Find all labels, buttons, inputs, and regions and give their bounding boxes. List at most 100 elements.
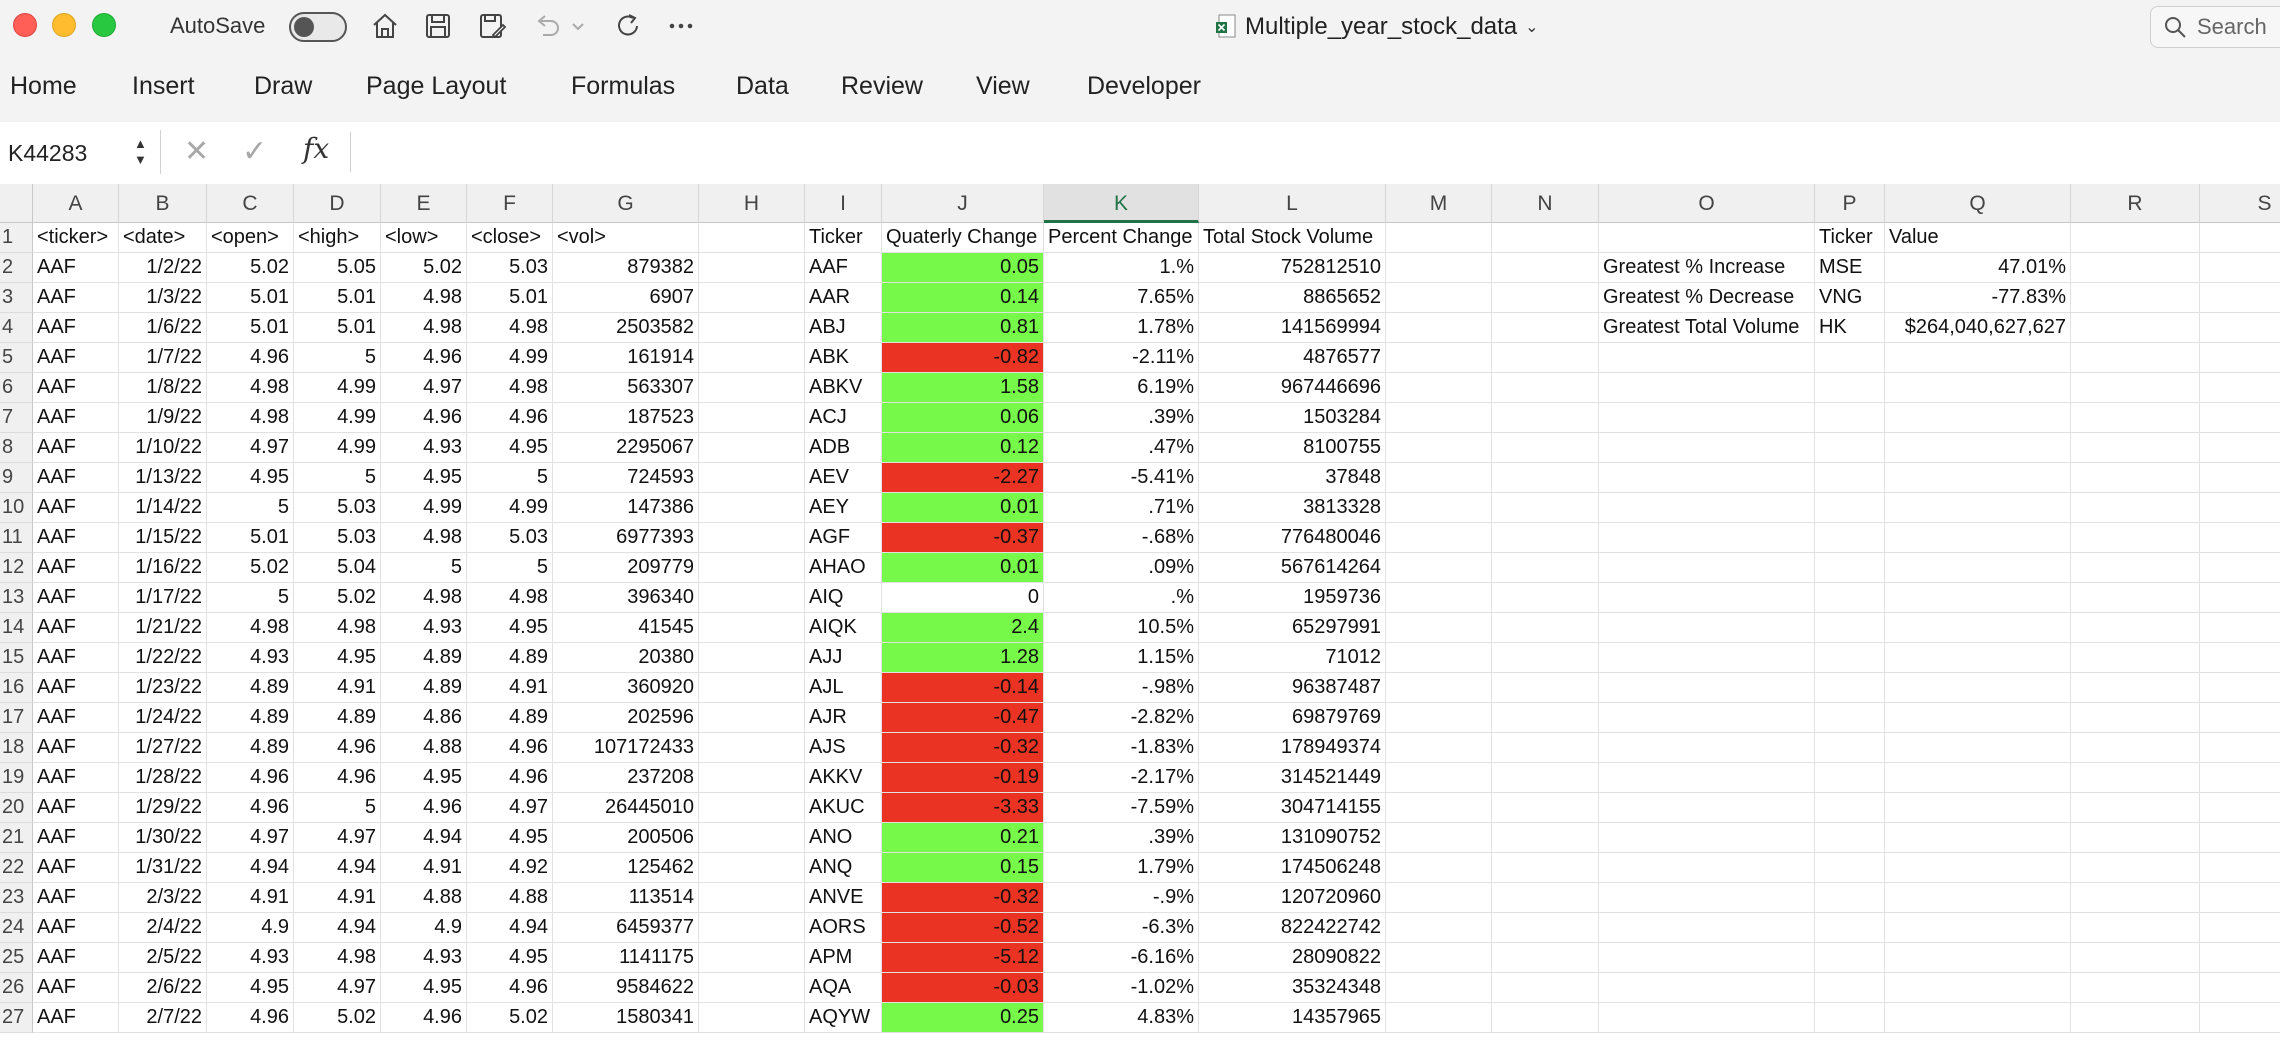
grid-cell[interactable] — [2071, 913, 2200, 943]
grid-cell[interactable] — [2071, 943, 2200, 973]
cell-c8[interactable]: 4.97 — [207, 433, 294, 463]
cell-k22[interactable]: 1.79% — [1044, 853, 1199, 883]
cell-q3[interactable]: -77.83% — [1885, 283, 2071, 313]
grid-cell[interactable] — [1885, 913, 2071, 943]
cell-g12[interactable]: 209779 — [553, 553, 699, 583]
cell-i21[interactable]: ANO — [805, 823, 882, 853]
grid-cell[interactable] — [1492, 973, 1599, 1003]
grid-cell[interactable] — [2200, 523, 2280, 553]
grid-cell[interactable] — [1815, 433, 1885, 463]
grid-cell[interactable] — [1599, 403, 1815, 433]
cell-a14[interactable]: AAF — [33, 613, 119, 643]
cell-g18[interactable]: 107172433 — [553, 733, 699, 763]
cell-i27[interactable]: AQYW — [805, 1003, 882, 1033]
grid-cell[interactable] — [1492, 343, 1599, 373]
cell-j7[interactable]: 0.06 — [882, 403, 1044, 433]
grid-cell[interactable] — [1599, 763, 1815, 793]
cell-f5[interactable]: 4.99 — [467, 343, 553, 373]
cell-b24[interactable]: 2/4/22 — [119, 913, 207, 943]
cell-j4[interactable]: 0.81 — [882, 313, 1044, 343]
cell-a12[interactable]: AAF — [33, 553, 119, 583]
spreadsheet-grid[interactable]: A B C D E F G H I J K L M N O P Q R S 1 2 3 4 5 6 7 8 9 10 11 12 13 14 15… — [0, 184, 2280, 1042]
cell-d11[interactable]: 5.03 — [294, 523, 381, 553]
grid-cell[interactable] — [1885, 763, 2071, 793]
cell-l5[interactable]: 4876577 — [1199, 343, 1386, 373]
cell-k6[interactable]: 6.19% — [1044, 373, 1199, 403]
grid-cell[interactable] — [1885, 493, 2071, 523]
grid-cell[interactable] — [1599, 373, 1815, 403]
grid-cell[interactable] — [699, 883, 805, 913]
insert-function-icon[interactable]: fx — [303, 132, 330, 165]
cell-a25[interactable]: AAF — [33, 943, 119, 973]
cell-f24[interactable]: 4.94 — [467, 913, 553, 943]
grid-cell[interactable] — [1815, 673, 1885, 703]
grid-cell[interactable] — [699, 733, 805, 763]
grid-cell[interactable] — [1386, 223, 1492, 253]
grid-cell[interactable] — [1386, 583, 1492, 613]
cell-e19[interactable]: 4.95 — [381, 763, 467, 793]
cell-l23[interactable]: 120720960 — [1199, 883, 1386, 913]
cell-c4[interactable]: 5.01 — [207, 313, 294, 343]
column-header-c[interactable]: C — [207, 184, 294, 223]
grid-cell[interactable] — [1492, 763, 1599, 793]
cell-l8[interactable]: 8100755 — [1199, 433, 1386, 463]
cell-e20[interactable]: 4.96 — [381, 793, 467, 823]
cell-a7[interactable]: AAF — [33, 403, 119, 433]
cell-b21[interactable]: 1/30/22 — [119, 823, 207, 853]
grid-cell[interactable] — [1599, 673, 1815, 703]
cell-a20[interactable]: AAF — [33, 793, 119, 823]
cell-a17[interactable]: AAF — [33, 703, 119, 733]
column-header-q[interactable]: Q — [1885, 184, 2071, 223]
grid-cell[interactable] — [2200, 433, 2280, 463]
cell-e10[interactable]: 4.99 — [381, 493, 467, 523]
grid-cell[interactable] — [1599, 433, 1815, 463]
grid-cell[interactable] — [1815, 493, 1885, 523]
grid-cell[interactable] — [699, 313, 805, 343]
column-header-a[interactable]: A — [33, 184, 119, 223]
grid-cell[interactable] — [2071, 283, 2200, 313]
cell-q1[interactable]: Value — [1885, 223, 2071, 253]
cell-d18[interactable]: 4.96 — [294, 733, 381, 763]
cell-e24[interactable]: 4.9 — [381, 913, 467, 943]
cell-e5[interactable]: 4.96 — [381, 343, 467, 373]
cell-g3[interactable]: 6907 — [553, 283, 699, 313]
row-header-1[interactable]: 1 — [0, 223, 33, 253]
cell-c26[interactable]: 4.95 — [207, 973, 294, 1003]
cell-f2[interactable]: 5.03 — [467, 253, 553, 283]
cell-g17[interactable]: 202596 — [553, 703, 699, 733]
cell-c7[interactable]: 4.98 — [207, 403, 294, 433]
grid-cell[interactable] — [699, 583, 805, 613]
grid-cell[interactable] — [699, 943, 805, 973]
cell-j6[interactable]: 1.58 — [882, 373, 1044, 403]
grid-cell[interactable] — [1599, 223, 1815, 253]
cell-l13[interactable]: 1959736 — [1199, 583, 1386, 613]
cell-a3[interactable]: AAF — [33, 283, 119, 313]
cell-p1[interactable]: Ticker — [1815, 223, 1885, 253]
cell-f14[interactable]: 4.95 — [467, 613, 553, 643]
row-header-9[interactable]: 9 — [0, 463, 33, 493]
grid-cell[interactable] — [2071, 793, 2200, 823]
grid-cell[interactable] — [1885, 703, 2071, 733]
row-header-2[interactable]: 2 — [0, 253, 33, 283]
cell-b3[interactable]: 1/3/22 — [119, 283, 207, 313]
close-window-button[interactable] — [13, 13, 37, 37]
grid-cell[interactable] — [1815, 733, 1885, 763]
grid-cell[interactable] — [699, 1003, 805, 1033]
cell-d23[interactable]: 4.91 — [294, 883, 381, 913]
cell-d1[interactable]: <high> — [294, 223, 381, 253]
grid-cell[interactable] — [1599, 493, 1815, 523]
cell-d16[interactable]: 4.91 — [294, 673, 381, 703]
cell-j1[interactable]: Quaterly Change — [882, 223, 1044, 253]
grid-cell[interactable] — [2200, 253, 2280, 283]
grid-cell[interactable] — [1815, 913, 1885, 943]
grid-cell[interactable] — [1815, 583, 1885, 613]
cell-d21[interactable]: 4.97 — [294, 823, 381, 853]
grid-cell[interactable] — [1386, 463, 1492, 493]
cell-k26[interactable]: -1.02% — [1044, 973, 1199, 1003]
cell-i1[interactable]: Ticker — [805, 223, 882, 253]
cell-i25[interactable]: APM — [805, 943, 882, 973]
grid-cell[interactable] — [699, 463, 805, 493]
cell-k21[interactable]: .39% — [1044, 823, 1199, 853]
grid-cell[interactable] — [699, 673, 805, 703]
cell-k16[interactable]: -.98% — [1044, 673, 1199, 703]
